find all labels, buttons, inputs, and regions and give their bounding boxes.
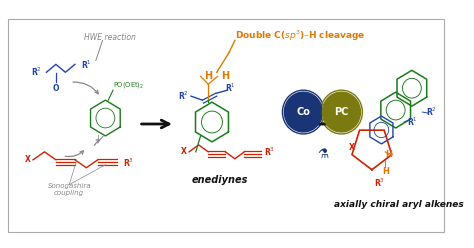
Text: axially chiral aryl alkenes: axially chiral aryl alkenes [334,200,464,209]
Text: PC: PC [334,107,348,117]
Circle shape [284,92,322,132]
Text: O: O [53,84,59,93]
Text: I: I [97,135,99,144]
Text: X: X [24,155,30,164]
Text: X: X [181,147,186,156]
Text: R$^2$: R$^2$ [31,66,42,78]
Text: X: X [349,143,355,152]
Text: H: H [385,150,392,159]
Text: R$^3$: R$^3$ [122,156,134,169]
Text: enediynes: enediynes [191,175,248,185]
Text: R$^1$: R$^1$ [225,82,236,94]
Text: H: H [382,167,389,176]
Text: Double C($sp^3$)–H cleavage: Double C($sp^3$)–H cleavage [235,28,365,43]
Text: H: H [204,71,212,81]
Text: H: H [221,71,229,81]
Text: R$^1$: R$^1$ [407,116,418,128]
Text: ⚗: ⚗ [317,148,328,161]
Text: PO(OEt)$_2$: PO(OEt)$_2$ [113,80,144,90]
Text: R$^2$: R$^2$ [178,90,189,102]
Text: R$^3$: R$^3$ [264,146,275,158]
Text: Co: Co [296,107,310,117]
Text: R$^2$: R$^2$ [426,106,437,118]
Text: Sonogashira
coupling: Sonogashira coupling [47,183,91,196]
Text: +: + [322,107,332,117]
Text: R$^3$: R$^3$ [374,177,385,189]
FancyBboxPatch shape [9,19,444,232]
Text: HWE reaction: HWE reaction [84,32,136,41]
Circle shape [322,92,360,132]
Text: R$^1$: R$^1$ [81,58,91,70]
